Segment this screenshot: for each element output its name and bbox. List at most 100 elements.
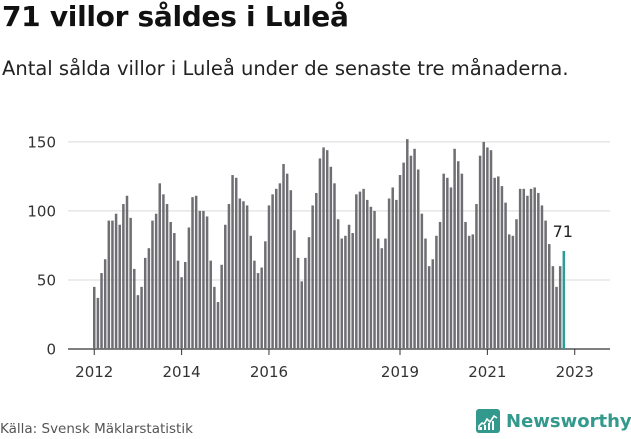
bar (402, 162, 405, 349)
bar (340, 238, 344, 349)
bar (129, 217, 132, 349)
bar (187, 227, 191, 349)
bar (245, 205, 249, 349)
bar (518, 188, 522, 349)
bar (344, 235, 347, 349)
bar (373, 210, 376, 349)
y-axis-ticks: 0 50 100 150 (27, 133, 56, 358)
bar (253, 260, 256, 349)
source-note: Källa: Svensk Mäklarstatistik (0, 421, 193, 437)
bar (391, 187, 394, 349)
bar (544, 220, 547, 349)
bar (358, 191, 362, 349)
bar (427, 266, 431, 349)
bar (351, 233, 354, 349)
bar (442, 173, 445, 349)
bar (558, 266, 562, 349)
bar (533, 187, 536, 349)
y-tick-label: 150 (27, 133, 56, 151)
bar (380, 248, 384, 349)
bar (173, 233, 176, 349)
bar (282, 163, 285, 349)
bar (384, 238, 387, 349)
bar (165, 204, 169, 349)
bar (329, 166, 333, 349)
x-tick-label: 2016 (250, 363, 288, 381)
bar (446, 177, 449, 349)
bar (435, 235, 438, 349)
bar (202, 210, 205, 349)
bar (93, 286, 96, 349)
bar (205, 216, 209, 349)
bars (93, 139, 566, 349)
bar (224, 224, 227, 349)
bar (395, 199, 398, 349)
bar (507, 234, 511, 349)
bar-highlight (562, 250, 566, 349)
bar (180, 277, 183, 349)
bar (478, 155, 482, 349)
bar (133, 268, 136, 349)
bar (420, 213, 424, 349)
bar (526, 195, 529, 349)
bar (457, 161, 460, 349)
bar (453, 148, 456, 349)
x-tick-label: 2023 (556, 363, 594, 381)
bar (322, 147, 325, 349)
x-axis-ticks: 2012 2014 2016 2019 2021 2023 (75, 349, 594, 381)
bar (318, 158, 322, 349)
bar (366, 199, 369, 349)
bar (413, 148, 416, 349)
bar (154, 213, 158, 349)
bar (231, 175, 234, 349)
bar (118, 224, 121, 349)
bar (209, 260, 212, 349)
bar (387, 198, 391, 349)
bar (551, 266, 555, 349)
bar (285, 173, 289, 349)
bar (336, 219, 340, 349)
bar (449, 187, 453, 349)
bar (194, 195, 198, 349)
x-tick-label: 2019 (381, 363, 419, 381)
bar (460, 173, 464, 349)
bar (333, 183, 336, 349)
bar (471, 234, 475, 349)
bar (289, 190, 293, 349)
bar (489, 150, 493, 349)
bar (256, 273, 260, 349)
bar (169, 221, 172, 349)
bar (537, 192, 540, 349)
bar (307, 237, 311, 349)
bar (107, 220, 111, 349)
bar (234, 177, 238, 349)
bar (216, 302, 220, 349)
bar (176, 260, 180, 349)
brand-logo[interactable]: Newsworthy (476, 409, 631, 433)
bar (136, 295, 140, 349)
bar (147, 248, 151, 349)
bar (398, 175, 402, 349)
bar (467, 235, 471, 349)
x-tick-label: 2021 (468, 363, 506, 381)
bar (555, 286, 558, 349)
bar (369, 206, 373, 349)
bar (220, 264, 223, 349)
bar (198, 210, 202, 349)
bar (511, 235, 515, 349)
bar (497, 176, 500, 349)
bar (431, 259, 435, 349)
bar (96, 297, 100, 349)
bar (122, 204, 125, 349)
brand-name: Newsworthy (506, 410, 631, 432)
bar (267, 205, 271, 349)
bar (464, 221, 467, 349)
bar (376, 238, 380, 349)
bar (355, 194, 358, 349)
highlight-value-label: 71 (553, 222, 573, 241)
bar (213, 286, 216, 349)
bar (111, 220, 114, 349)
data-labels: 71 (553, 222, 573, 241)
bar (125, 195, 129, 349)
